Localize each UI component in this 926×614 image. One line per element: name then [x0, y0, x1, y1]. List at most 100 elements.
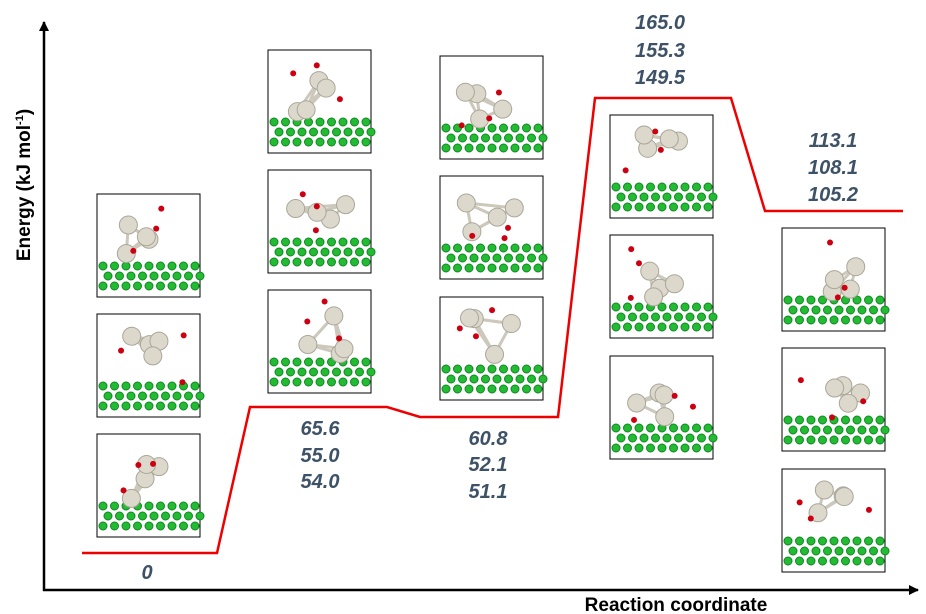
carbon-atom	[681, 323, 689, 331]
carbon-atom	[168, 522, 176, 530]
metal-atom	[471, 110, 489, 128]
carbon-atom	[819, 436, 827, 444]
carbon-atom	[624, 183, 632, 191]
oxygen-atom	[672, 393, 678, 399]
carbon-atom	[145, 282, 153, 290]
carbon-atom	[139, 392, 147, 400]
carbon-atom	[796, 557, 804, 565]
carbon-atom	[693, 183, 701, 191]
carbon-atom	[640, 313, 648, 321]
carbon-atom	[624, 323, 632, 331]
energy-diagram: Energy (kJ mol-1) Reaction coordinate 06…	[0, 0, 926, 614]
carbon-atom	[796, 316, 804, 324]
oxygen-atom	[636, 260, 642, 266]
oxygen-atom	[690, 404, 696, 410]
carbon-atom	[180, 262, 188, 270]
carbon-atom	[511, 385, 519, 393]
oxygen-atom	[496, 89, 502, 95]
carbon-atom	[670, 444, 678, 452]
carbon-atom	[470, 375, 478, 383]
carbon-atom	[157, 522, 165, 530]
carbon-atom	[162, 512, 170, 520]
carbon-atom	[511, 365, 519, 373]
carbon-atom	[516, 254, 524, 262]
carbon-atom	[830, 537, 838, 545]
metal-atom	[325, 307, 343, 325]
metal-atom	[297, 101, 315, 119]
carbon-atom	[442, 385, 450, 393]
carbon-atom	[465, 264, 473, 272]
carbon-atom	[356, 128, 364, 136]
carbon-atom	[830, 316, 838, 324]
carbon-atom	[293, 358, 301, 366]
oxygen-atom	[623, 167, 629, 173]
x-axis-label: Reaction coordinate	[585, 595, 768, 614]
carbon-atom	[876, 436, 884, 444]
metal-atom	[839, 394, 857, 412]
carbon-atom	[635, 203, 643, 211]
carbon-atom	[652, 313, 660, 321]
carbon-atom	[99, 502, 107, 510]
carbon-atom	[640, 193, 648, 201]
carbon-atom	[835, 306, 843, 314]
carbon-atom	[796, 296, 804, 304]
carbon-atom	[534, 264, 542, 272]
carbon-atom	[196, 392, 204, 400]
carbon-atom	[824, 426, 832, 434]
carbon-atom	[310, 368, 318, 376]
carbon-atom	[796, 537, 804, 545]
carbon-atom	[477, 365, 485, 373]
carbon-atom	[344, 368, 352, 376]
carbon-atom	[168, 402, 176, 410]
carbon-atom	[500, 365, 508, 373]
carbon-atom	[686, 434, 694, 442]
carbon-atom	[316, 258, 324, 266]
carbon-atom	[282, 118, 290, 126]
metal-atom	[488, 208, 506, 226]
carbon-atom	[624, 424, 632, 432]
carbon-atom	[442, 144, 450, 152]
carbon-atom	[185, 392, 193, 400]
carbon-atom	[477, 264, 485, 272]
carbon-atom	[635, 303, 643, 311]
metal-atom	[826, 379, 844, 397]
carbon-atom	[511, 124, 519, 132]
oxygen-atom	[808, 515, 814, 521]
carbon-atom	[658, 203, 666, 211]
y-label-suffix: )	[14, 109, 35, 115]
carbon-atom	[99, 262, 107, 270]
carbon-atom	[693, 424, 701, 432]
carbon-atom	[789, 426, 797, 434]
carbon-atom	[488, 124, 496, 132]
metal-atom	[645, 288, 663, 306]
oxygen-atom	[158, 206, 164, 212]
carbon-atom	[185, 272, 193, 280]
carbon-atom	[516, 134, 524, 142]
carbon-atom	[328, 378, 336, 386]
carbon-atom	[196, 512, 204, 520]
oxygen-atom	[457, 325, 463, 331]
carbon-atom	[454, 244, 462, 252]
carbon-atom	[842, 436, 850, 444]
energy-label: 165.0	[635, 12, 685, 34]
carbon-atom	[447, 375, 455, 383]
carbon-atom	[830, 436, 838, 444]
oxygen-atom	[469, 233, 475, 239]
oxygen-atom	[798, 377, 804, 383]
metal-atom	[660, 130, 678, 148]
carbon-atom	[704, 183, 712, 191]
carbon-atom	[858, 306, 866, 314]
carbon-atom	[528, 375, 536, 383]
carbon-atom	[807, 416, 815, 424]
carbon-atom	[191, 522, 199, 530]
carbon-atom	[465, 244, 473, 252]
carbon-atom	[500, 244, 508, 252]
carbon-atom	[847, 306, 855, 314]
oxygen-atom	[505, 225, 511, 231]
carbon-atom	[310, 128, 318, 136]
carbon-atom	[339, 238, 347, 246]
carbon-atom	[116, 512, 124, 520]
carbon-atom	[465, 385, 473, 393]
oxygen-atom	[337, 96, 343, 102]
carbon-atom	[842, 557, 850, 565]
